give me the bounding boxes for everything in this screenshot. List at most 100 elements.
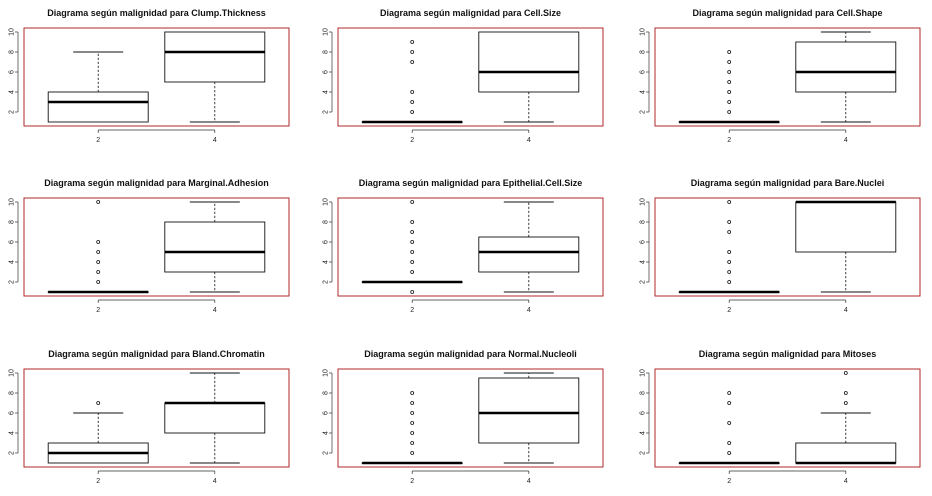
y-tick-label: 10	[8, 198, 15, 206]
y-tick-label: 4	[322, 431, 329, 435]
iqr-box	[795, 41, 897, 93]
outlier-point	[410, 401, 415, 405]
y-tick-label: 8	[8, 391, 15, 395]
x-tick-label: 2	[96, 137, 100, 144]
y-tick-label: 2	[322, 110, 329, 114]
boxplot-panel: Diagrama según malignidad para Marginal.…	[8, 178, 290, 314]
y-tick-label: 4	[8, 90, 15, 94]
outlier-point	[727, 260, 732, 264]
box-group-4	[164, 31, 266, 123]
outlier-point	[727, 451, 732, 455]
panel-title: Diagrama según malignidad para Marginal.…	[44, 178, 269, 188]
box-group-4	[478, 31, 580, 123]
y-tick-label: 4	[639, 431, 646, 435]
y-tick-label: 2	[8, 280, 15, 284]
outlier-point	[727, 80, 732, 84]
box-group-2	[361, 40, 463, 124]
x-tick-label: 2	[727, 307, 731, 314]
x-tick-label: 2	[410, 137, 414, 144]
x-tick-label: 4	[213, 137, 217, 144]
plot-frame	[23, 197, 290, 297]
panel-title: Diagrama según malignidad para Normal.Nu…	[364, 349, 577, 359]
boxplot-panel: Diagrama según malignidad para Bland.Chr…	[8, 349, 290, 485]
y-tick-label: 2	[639, 451, 646, 455]
outlier-point	[410, 90, 415, 94]
outlier-point	[410, 40, 415, 44]
panel-title: Diagrama según malignidad para Bare.Nucl…	[691, 178, 885, 188]
y-tick-label: 6	[322, 70, 329, 74]
panel-title: Diagrama según malignidad para Epithelia…	[359, 178, 583, 188]
x-tick-label: 4	[527, 478, 531, 485]
y-tick-label: 2	[322, 280, 329, 284]
outlier-point	[410, 451, 415, 455]
outlier-point	[727, 100, 732, 104]
box-group-2	[678, 50, 780, 124]
y-tick-label: 6	[8, 70, 15, 74]
box-group-2	[47, 200, 149, 294]
boxplot-panel: Diagrama según malignidad para Epithelia…	[322, 178, 604, 314]
y-tick-label: 10	[639, 198, 646, 206]
x-tick-label: 4	[527, 307, 531, 314]
y-tick-label: 10	[639, 28, 646, 36]
outlier-point	[410, 240, 415, 244]
iqr-box	[795, 201, 897, 253]
box-group-4	[164, 372, 266, 464]
y-tick-label: 6	[639, 70, 646, 74]
boxplot-panel: Diagrama según malignidad para Cell.Shap…	[639, 8, 921, 144]
outlier-point	[727, 50, 732, 54]
box-group-4	[795, 200, 897, 293]
x-tick-label: 4	[527, 137, 531, 144]
outlier-point	[727, 441, 732, 445]
iqr-box	[164, 221, 266, 273]
y-tick-label: 4	[8, 260, 15, 264]
outlier-point	[410, 411, 415, 415]
outlier-point	[727, 391, 732, 395]
iqr-box	[795, 442, 897, 464]
outlier-point	[410, 100, 415, 104]
y-tick-label: 8	[322, 50, 329, 54]
plot-frame	[337, 197, 604, 297]
outlier-point	[96, 260, 101, 264]
outlier-point	[410, 260, 415, 264]
iqr-box	[164, 31, 266, 83]
y-tick-label: 10	[322, 369, 329, 377]
y-tick-label: 6	[639, 240, 646, 244]
outlier-point	[410, 290, 415, 294]
outlier-point	[727, 110, 732, 114]
outlier-point	[96, 200, 101, 204]
box-group-4	[164, 201, 266, 293]
outlier-point	[727, 220, 732, 224]
outlier-point	[410, 391, 415, 395]
box-group-4	[795, 31, 897, 123]
outlier-point	[843, 391, 848, 395]
panel-title: Diagrama según malignidad para Mitoses	[699, 349, 877, 359]
outlier-point	[410, 441, 415, 445]
box-group-2	[47, 401, 149, 464]
y-tick-label: 4	[639, 260, 646, 264]
y-tick-label: 4	[322, 260, 329, 264]
y-tick-label: 10	[322, 198, 329, 206]
outlier-point	[96, 401, 101, 405]
plot-frame	[337, 368, 604, 468]
outlier-point	[727, 280, 732, 284]
outlier-point	[410, 250, 415, 254]
panel-title: Diagrama según malignidad para Clump.Thi…	[47, 8, 266, 18]
outlier-point	[410, 110, 415, 114]
box-group-2	[47, 51, 149, 123]
plot-frame	[23, 368, 290, 468]
plot-frame	[654, 197, 921, 297]
iqr-box	[164, 402, 266, 434]
y-tick-label: 8	[639, 50, 646, 54]
y-tick-label: 6	[8, 240, 15, 244]
outlier-point	[727, 70, 732, 74]
outlier-point	[410, 220, 415, 224]
x-tick-label: 2	[410, 478, 414, 485]
boxplot-panel: Diagrama según malignidad para Mitoses 2 4…	[639, 349, 921, 485]
x-tick-label: 4	[844, 307, 848, 314]
outlier-point	[727, 401, 732, 405]
y-tick-label: 2	[322, 451, 329, 455]
y-tick-label: 2	[8, 110, 15, 114]
outlier-point	[727, 421, 732, 425]
y-tick-label: 4	[8, 431, 15, 435]
